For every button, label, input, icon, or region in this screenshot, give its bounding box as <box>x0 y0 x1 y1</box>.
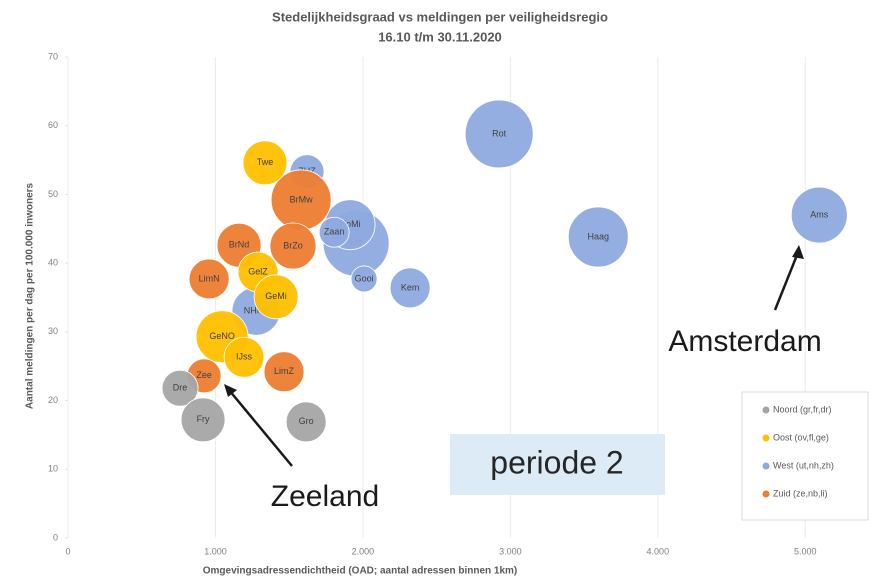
y-tick-label: 60 <box>48 120 58 130</box>
bubble <box>223 336 265 378</box>
y-tick-label: 0 <box>53 532 58 542</box>
bubble-label: GelZ <box>248 266 268 276</box>
legend-items: Noord (gr,fr,dr) Oost (ov,fl,ge) West (ut,… <box>761 404 834 499</box>
legend-marker <box>761 405 771 415</box>
bubbles: RotHaagAmsUtrHoMiZaanZHZKemGooiNHNdBrMwB… <box>161 99 848 443</box>
bubble-label: GeNO <box>209 331 235 341</box>
bubble-label: IJss <box>236 352 253 362</box>
arrow <box>773 249 801 311</box>
y-tick-label: 20 <box>48 395 58 405</box>
bubble-label: Fry <box>197 414 210 424</box>
chart-title: Stedelijkheidsgraad vs meldingen per vei… <box>272 9 608 24</box>
period-box <box>450 434 665 495</box>
bubble-label: Rot <box>492 128 507 138</box>
bubble <box>242 140 288 186</box>
bubble-label: BrZo <box>283 240 303 250</box>
bubble-label: BrMw <box>290 194 313 204</box>
bubble <box>253 274 299 320</box>
bubble <box>269 222 317 270</box>
bubble-label: LimZ <box>274 366 295 376</box>
arrow <box>228 389 293 467</box>
bubble-label: Gro <box>299 416 314 426</box>
legend-marker <box>761 433 771 443</box>
y-tick-label: 30 <box>48 326 58 336</box>
bubble-label: GeMi <box>265 291 287 301</box>
bubble <box>567 206 629 268</box>
bubble <box>464 99 534 169</box>
y-tick-label: 50 <box>48 189 58 199</box>
bubble <box>161 369 199 407</box>
legend-label: Noord (gr,fr,dr) <box>773 404 832 414</box>
annotation: Amsterdam <box>668 325 821 358</box>
x-tick-label: 0 <box>65 546 70 556</box>
bubble <box>263 351 305 393</box>
legend-label: West (ut,nh,zh) <box>773 460 834 470</box>
bubble <box>188 258 230 300</box>
bubble <box>790 186 848 244</box>
annotation: Zeeland <box>271 480 379 513</box>
bubble-label: Haag <box>587 231 609 241</box>
x-tick-label: 1.000 <box>204 546 227 556</box>
x-tick-label: 5.000 <box>794 546 817 556</box>
bubble-label: HoMi <box>340 219 361 229</box>
bubble-label: NHNd <box>244 306 269 316</box>
legend-label: Oost (ov,fl,ge) <box>773 432 829 442</box>
y-tick-label: 10 <box>48 464 58 474</box>
grid: 0 1.000 2.000 3.000 4.000 5.000 0 10 20 30 40 50 60 7… <box>48 51 817 556</box>
x-tick-label: 4.000 <box>647 546 670 556</box>
bubble-label: Gooi <box>355 273 374 283</box>
y-axis-title: Aantal meldingen per dag per 100.000 inw… <box>25 182 36 409</box>
bubble-label: Zaan <box>324 227 345 237</box>
arrow-head <box>792 245 804 259</box>
chart-subtitle: 16.10 t/m 30.11.2020 <box>378 29 502 44</box>
bubble-label: LimN <box>199 273 220 283</box>
x-axis-title: Omgevingsadressendichtheid (OAD; aantal … <box>203 566 518 576</box>
legend-marker <box>761 489 771 499</box>
bubble-label: BrNd <box>229 240 250 250</box>
x-tick-label: 3.000 <box>499 546 522 556</box>
period-label: periode 2 <box>490 444 623 480</box>
bubble-label: Twe <box>257 157 274 167</box>
arrow-head <box>224 384 237 397</box>
y-tick-label: 40 <box>48 258 58 268</box>
x-tick-label: 2.000 <box>352 546 375 556</box>
legend-marker <box>761 461 771 471</box>
bubble <box>318 216 350 248</box>
bubble-label: Ams <box>810 209 829 219</box>
y-tick-label: 70 <box>48 51 58 61</box>
bubble <box>350 265 378 293</box>
bubble-label: Dre <box>173 383 188 393</box>
bubble <box>180 397 226 443</box>
bubble-label: Kem <box>401 282 420 292</box>
bubble-label: Zee <box>196 370 212 380</box>
bubble <box>389 267 431 309</box>
legend-label: Zuid (ze,nb,li) <box>773 488 828 498</box>
bubble <box>285 401 327 443</box>
